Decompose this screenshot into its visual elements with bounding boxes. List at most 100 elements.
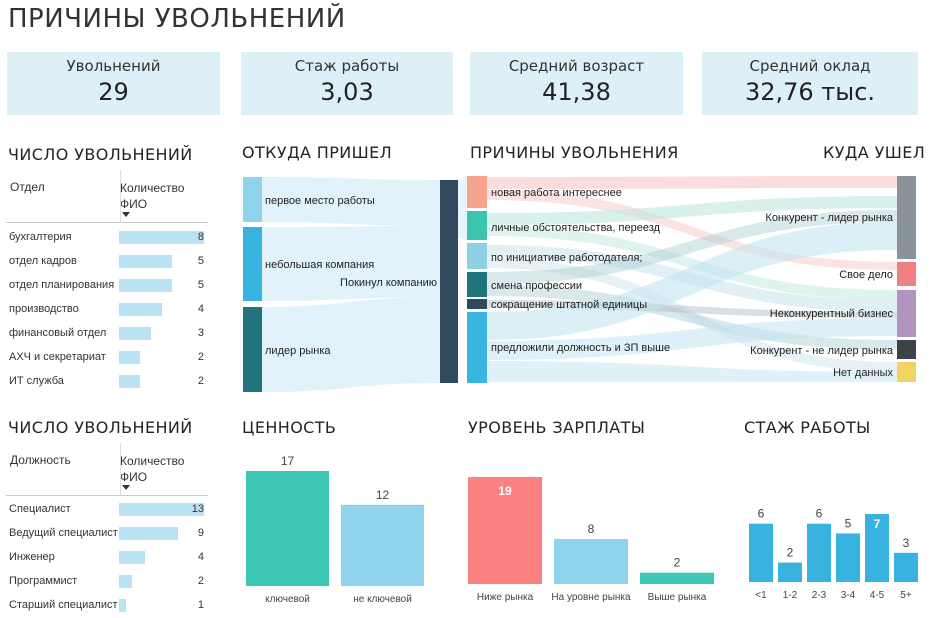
chart-title-tenure: СТАЖ РАБОТЫ [744,418,871,437]
row-label: отдел планирования [9,279,115,291]
header-divider [6,222,208,223]
col-header-position[interactable]: Должность [10,453,71,467]
kpi-card-dismissals[interactable]: Увольнений 29 [7,52,220,115]
table-row[interactable]: бухгалтерия 8 [6,226,206,250]
table-row[interactable]: АХЧ и секретариат 2 [6,346,206,370]
sankey-label: Покинул компанию [340,277,437,289]
data-label: 2 [674,556,681,570]
sankey-node-reason[interactable] [467,312,487,383]
sankey-node-left-company[interactable] [440,180,458,383]
sankey-title-from: ОТКУДА ПРИШЕЛ [242,143,393,162]
bar[interactable] [894,552,918,582]
data-label: 6 [758,507,765,521]
table-row[interactable]: финансовый отдел 3 [6,322,206,346]
bar[interactable] [749,523,773,582]
table-row[interactable]: отдел планирования 5 [6,274,206,298]
sankey-label: небольшая компания [265,259,374,271]
bar-chart-value[interactable]: 17 ключевой 12 не ключевой [240,445,440,610]
sankey-label: личные обстоятельства, переезд [491,222,661,234]
sankey-node-reason[interactable] [467,272,487,297]
sankey-node-destination[interactable] [897,340,916,359]
kpi-card-tenure[interactable]: Стаж работы 3,03 [241,52,453,115]
kpi-card-salary[interactable]: Средний оклад 32,76 тыс. [702,52,918,115]
table-row[interactable]: Старший специалист 1 [6,594,206,618]
data-label: 12 [376,488,390,502]
sankey-node-destination[interactable] [897,362,916,382]
sankey-node-reason[interactable] [467,243,487,269]
flow-link [487,285,897,350]
bar[interactable] [865,514,889,582]
kpi-value: 3,03 [320,78,374,106]
bar[interactable] [554,538,628,584]
table-row[interactable]: ИТ служба 2 [6,370,206,394]
category-label: ключевой [265,594,310,605]
bar[interactable] [468,477,542,584]
sankey-node-reason[interactable] [467,211,487,240]
table-row[interactable]: производство 4 [6,298,206,322]
flow-link [487,318,897,360]
row-databar [119,255,172,268]
flow-link [487,190,897,270]
sankey-node-first-job[interactable] [243,177,262,222]
kpi-card-age[interactable]: Средний возраст 41,38 [470,52,683,115]
table-row[interactable]: Программист 2 [6,570,206,594]
sankey-label: новая работа интереснее [491,187,622,199]
chart-title-salary: УРОВЕНЬ ЗАРПЛАТЫ [468,418,646,437]
sankey-node-destination[interactable] [897,176,916,259]
row-databar [119,575,132,588]
category-label: 4-5 [870,590,885,601]
sankey-label: Нет данных [833,367,893,379]
sankey-label: по инициативе работодателя; [491,252,643,264]
bar[interactable] [807,523,831,582]
col-header-count[interactable]: Количество ФИО [120,454,185,484]
bar[interactable] [778,562,802,582]
row-databar [119,503,204,516]
row-value: 2 [197,575,204,587]
category-label: Выше рынка [648,592,707,603]
row-label: отдел кадров [9,255,77,267]
bar-chart-salary[interactable]: 19 Ниже рынка 8 На уровне рынка 2 Выше рынка [462,445,722,610]
sankey-node-reason[interactable] [467,299,487,309]
flow-link [262,177,440,226]
sort-desc-icon[interactable] [122,485,130,490]
data-label: 3 [903,536,910,550]
flow-link [262,297,440,392]
flow-link [487,258,897,372]
row-databar [119,375,140,388]
bar[interactable] [836,533,860,582]
bar[interactable] [640,572,714,584]
row-label: Старший специалист [9,599,118,611]
bar[interactable] [246,471,329,586]
pos-table[interactable]: Должность Количество ФИО Специалист 13 Вед… [6,443,208,612]
bar-chart-tenure[interactable]: 6 <1 2 1-2 6 2-3 5 3-4 7 4-5 3 5+ [742,445,922,610]
bar[interactable] [341,504,424,586]
sankey-node-destination[interactable] [897,290,916,337]
flow-link [487,222,897,340]
table-row[interactable]: Специалист 13 [6,498,206,522]
data-label: 17 [281,454,295,468]
row-label: бухгалтерия [9,231,72,243]
kpi-label: Увольнений [66,57,161,75]
row-value: 3 [197,327,204,339]
dept-table[interactable]: Отдел Количество ФИО бухгалтерия 8 отдел к… [6,170,208,396]
row-value: 5 [197,255,204,267]
row-value: 5 [197,279,204,291]
row-value: 8 [197,231,204,243]
col-divider [120,443,121,495]
category-label: <1 [755,590,767,601]
dept-rows: бухгалтерия 8 отдел кадров 5 отдел планирова… [6,226,208,396]
table-row[interactable]: отдел кадров 5 [6,250,206,274]
table-row[interactable]: Инженер 4 [6,546,206,570]
sankey-node-market-leader[interactable] [243,307,262,392]
data-label: 19 [498,484,512,498]
table-row[interactable]: Ведущий специалист 9 [6,522,206,546]
flow-link [487,210,897,284]
sankey-node-reason[interactable] [467,176,487,208]
col-header-count[interactable]: Количество ФИО [120,181,185,211]
data-label: 2 [787,546,794,560]
sort-desc-icon[interactable] [122,212,130,217]
sankey-node-destination[interactable] [897,262,916,286]
sankey-node-small-company[interactable] [243,227,262,301]
col-header-dept[interactable]: Отдел [10,180,45,194]
